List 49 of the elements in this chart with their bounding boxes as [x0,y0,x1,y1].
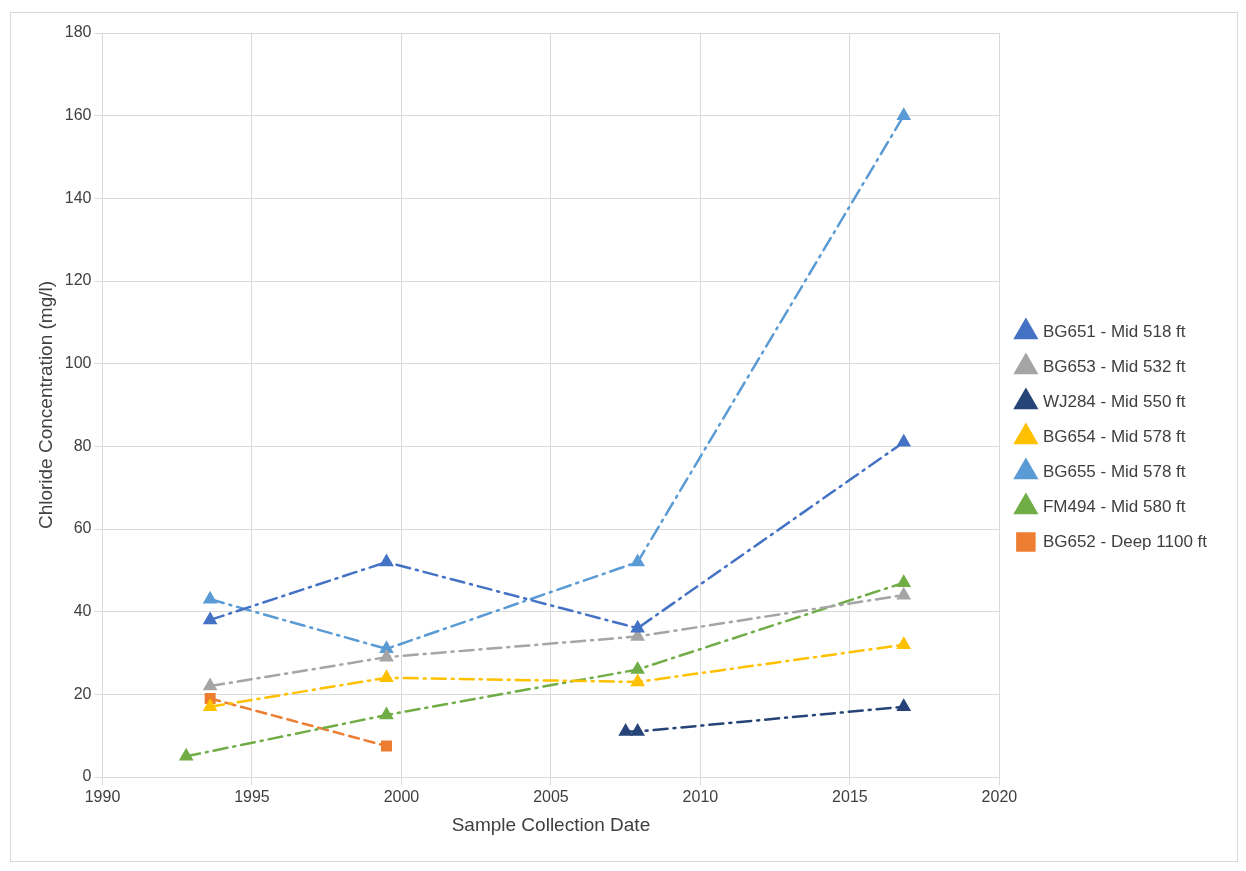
point [631,662,645,674]
y-axis-title: Chloride Concentration (mg/l) [34,280,56,530]
legend-label: BG655 - Mid 578 ft [1042,461,1186,481]
x-tick-label: 2020 [981,788,1018,806]
point [203,592,217,604]
legend-label: BG652 - Deep 1100 ft [1042,531,1208,551]
point [179,749,193,761]
point [897,108,911,120]
legend-label: BG653 - Mid 532 ft [1042,356,1186,376]
y-tick-label: 80 [73,436,92,454]
x-tick-label: 1990 [84,788,121,806]
point [897,699,911,711]
x-tick-label: 2000 [383,788,420,806]
point [380,554,393,567]
y-tick-label: 120 [64,271,92,289]
y-tick-label: 160 [64,106,92,124]
y-tick-label: 180 [64,23,92,41]
point [203,699,217,711]
point [897,434,911,447]
point [380,707,393,720]
y-tick-label: 100 [64,354,92,372]
point [897,587,911,600]
legend-label: FM494 - Mid 580 ft [1042,496,1186,516]
x-tick-label: 2015 [832,788,868,806]
point [631,554,645,567]
y-tick-label: 40 [73,602,92,620]
point [619,724,633,736]
x-axis-title: Sample Collection Date [451,813,651,835]
legend-label: BG654 - Mid 578 ft [1042,426,1186,446]
x-tick-label: 1995 [234,788,270,806]
point [380,649,393,662]
point [631,724,645,736]
point [897,575,911,587]
point [380,641,393,654]
point [203,678,217,691]
point [897,637,911,649]
point [203,612,217,625]
x-tick-label: 2005 [533,788,569,806]
y-tick-label: 20 [73,684,92,702]
point [631,674,645,687]
point [380,670,393,683]
legend-label: BG651 - Mid 518 ft [1042,321,1186,341]
y-tick-label: 60 [73,519,92,537]
legend-label: WJ284 - Mid 550 ft [1042,391,1186,411]
point [631,620,645,633]
x-tick-label: 2010 [682,788,719,806]
y-tick-label: 140 [64,188,92,206]
y-tick-label: 0 [82,767,92,785]
point [381,740,392,752]
